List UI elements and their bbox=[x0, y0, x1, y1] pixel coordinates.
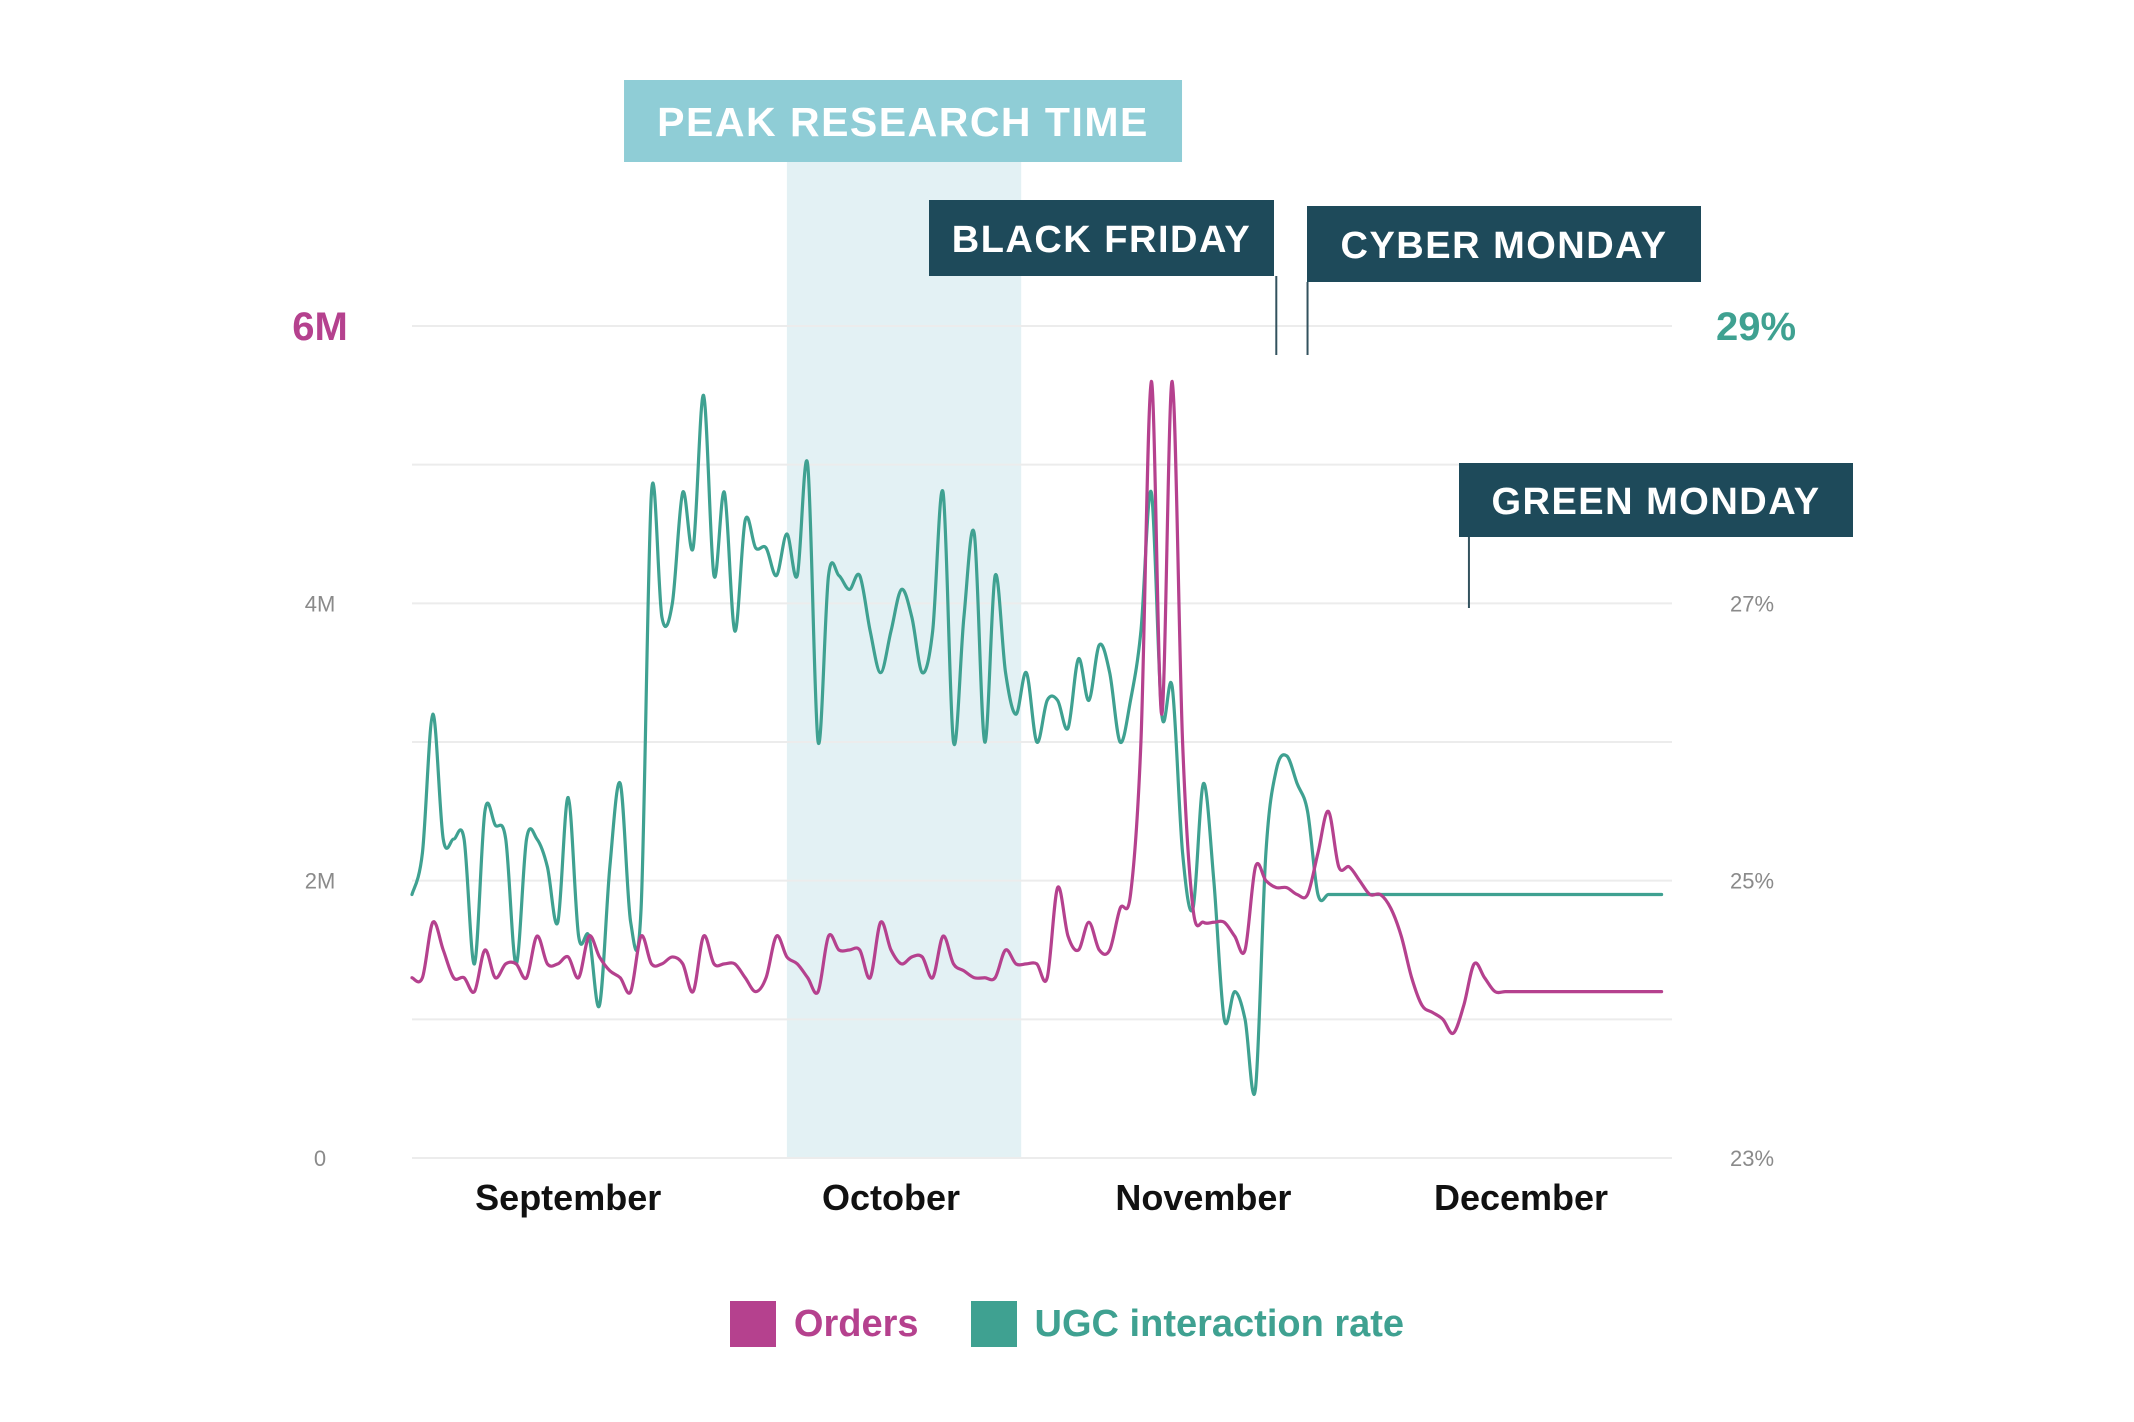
series-line-orders bbox=[410, 379, 1664, 1036]
y-left-tick-label: 0 bbox=[314, 1146, 326, 1171]
grid-layer bbox=[412, 325, 1672, 1159]
callout-label-black-friday: BLACK FRIDAY bbox=[952, 219, 1252, 261]
legend-item-ugc: UGC interaction rate bbox=[970, 1301, 1405, 1347]
y-right-tick-label: 25% bbox=[1730, 869, 1774, 894]
x-tick-label: December bbox=[1434, 1177, 1608, 1218]
y-left-tick-label: 2M bbox=[305, 869, 336, 894]
series-layer bbox=[410, 379, 1664, 1096]
callout-label-green-monday: GREEN MONDAY bbox=[1491, 481, 1820, 523]
x-tick-label: November bbox=[1115, 1177, 1291, 1218]
highlight-band-layer: PEAK RESEARCH TIME bbox=[624, 80, 1183, 1158]
legend-item-orders: Orders bbox=[729, 1301, 919, 1347]
x-tick-label: September bbox=[475, 1177, 661, 1218]
highlight-band-label-bg bbox=[624, 80, 1183, 162]
series-line-ugc bbox=[410, 393, 1664, 1096]
y-right-tick-label: 23% bbox=[1730, 1146, 1774, 1171]
legend-label-orders: Orders bbox=[793, 1302, 919, 1345]
callout-label-cyber-monday: CYBER MONDAY bbox=[1341, 225, 1668, 267]
legend: Orders UGC interaction rate bbox=[0, 1296, 2134, 1352]
y-left-tick-label: 6M bbox=[292, 305, 348, 349]
axis-layer: 0 2M 4M 6M 23% 25% 27% 29% September October Novem… bbox=[292, 305, 1796, 1218]
legend-swatch-orders bbox=[729, 1301, 776, 1347]
highlight-band bbox=[786, 162, 1022, 1158]
callout-box-cyber-monday bbox=[1307, 206, 1701, 282]
legend-swatch-ugc bbox=[970, 1301, 1017, 1347]
callout-box-green-monday bbox=[1459, 463, 1853, 537]
y-left-tick-label: 4M bbox=[305, 591, 336, 616]
highlight-band-label: PEAK RESEARCH TIME bbox=[657, 99, 1149, 145]
y-right-tick-label: 29% bbox=[1716, 305, 1796, 349]
y-right-tick-label: 27% bbox=[1730, 591, 1774, 616]
x-tick-label: October bbox=[822, 1177, 960, 1218]
legend-label-ugc: UGC interaction rate bbox=[1034, 1302, 1405, 1345]
callout-layer: BLACK FRIDAY CYBER MONDAY GREEN MONDAY bbox=[929, 200, 1853, 608]
callout-box-black-friday bbox=[929, 200, 1274, 276]
